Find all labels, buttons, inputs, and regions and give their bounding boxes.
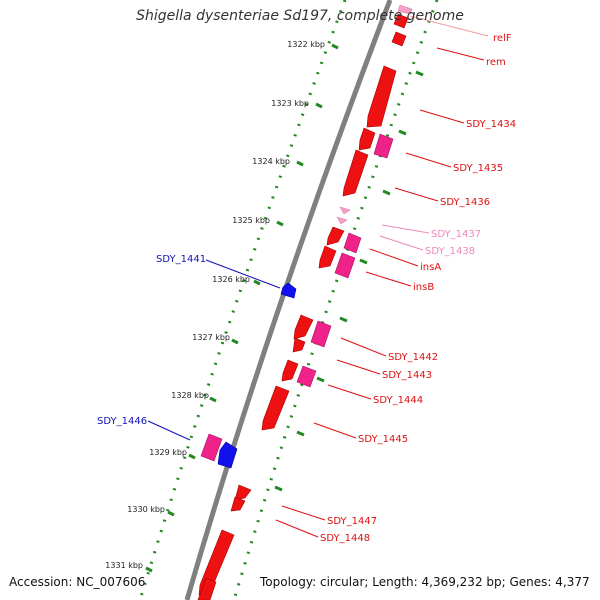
gene-label[interactable]: SDY_1441 [156, 254, 206, 265]
outer-major-ticks [274, 70, 424, 492]
gene-feature [326, 226, 345, 246]
forward-features [197, 13, 409, 600]
scale-label: 1330 kbp [127, 505, 165, 514]
gene-label[interactable]: SDY_1437 [431, 229, 481, 240]
gene-feature [293, 314, 314, 340]
scale-label: 1325 kbp [232, 216, 270, 225]
gene-label[interactable]: SDY_1446 [97, 416, 147, 427]
scale-label: 1327 kbp [192, 333, 230, 342]
pink-features [200, 133, 394, 462]
gene-label[interactable]: SDY_1443 [382, 370, 432, 381]
gene-label[interactable]: SDY_1434 [466, 119, 516, 130]
gene-label[interactable]: insA [420, 262, 441, 273]
gene-feature [234, 484, 252, 501]
gene-feature [358, 127, 376, 151]
gene-feature [318, 245, 337, 269]
gene-feature [200, 433, 223, 462]
scale-label: 1328 kbp [171, 391, 209, 400]
gene-feature [366, 65, 397, 128]
gene-feature [397, 4, 413, 15]
gene-feature [280, 282, 297, 299]
gene-label[interactable]: SDY_1444 [373, 395, 423, 406]
scale-label: 1322 kbp [287, 40, 325, 49]
gene-feature [296, 365, 317, 388]
scale-major-ticks [145, 43, 339, 573]
gene-feature [373, 133, 394, 159]
scale-label: 1326 kbp [212, 275, 250, 284]
gene-label[interactable]: SDY_1436 [440, 197, 490, 208]
gene-label[interactable]: SDY_1445 [358, 434, 408, 445]
gene-label[interactable]: SDY_1435 [453, 163, 503, 174]
genome-backbone [184, 0, 393, 600]
gene-feature [197, 577, 217, 600]
reverse-features [217, 282, 297, 469]
scale-label: 1331 kbp [105, 561, 143, 570]
scale-label: 1329 kbp [149, 448, 187, 457]
gene-label[interactable]: rem [486, 57, 506, 68]
map-title: Shigella dysenteriae Sd197, complete gen… [136, 8, 464, 24]
gene-feature [393, 13, 409, 29]
scale-label: 1324 kbp [252, 157, 290, 166]
label-leaders [147, 15, 489, 538]
accession-label: Accession: NC_007606 [9, 575, 146, 589]
outer-tick-ring [232, 0, 439, 600]
gene-label[interactable]: relF [493, 33, 512, 44]
gene-label[interactable]: SDY_1438 [425, 246, 475, 257]
gene-feature [391, 31, 407, 47]
scale-ring [138, 0, 347, 600]
gene-feature [336, 216, 348, 225]
gene-label[interactable]: SDY_1447 [327, 516, 377, 527]
gene-label[interactable]: SDY_1442 [388, 352, 438, 363]
gene-label[interactable]: insB [413, 282, 434, 293]
gene-feature [339, 206, 351, 215]
gene-feature [261, 385, 290, 431]
gene-feature [310, 320, 332, 348]
light-pink-features [336, 4, 413, 225]
gene-feature [334, 252, 356, 279]
gene-feature [281, 359, 299, 382]
gene-feature [342, 149, 369, 197]
gene-feature [343, 232, 362, 254]
gene-feature [230, 496, 246, 512]
gene-label[interactable]: SDY_1448 [320, 533, 370, 544]
scale-label: 1323 kbp [271, 99, 309, 108]
topology-label: Topology: circular; Length: 4,369,232 bp… [260, 575, 590, 589]
gene-feature [217, 441, 238, 469]
gene-feature [292, 337, 306, 353]
